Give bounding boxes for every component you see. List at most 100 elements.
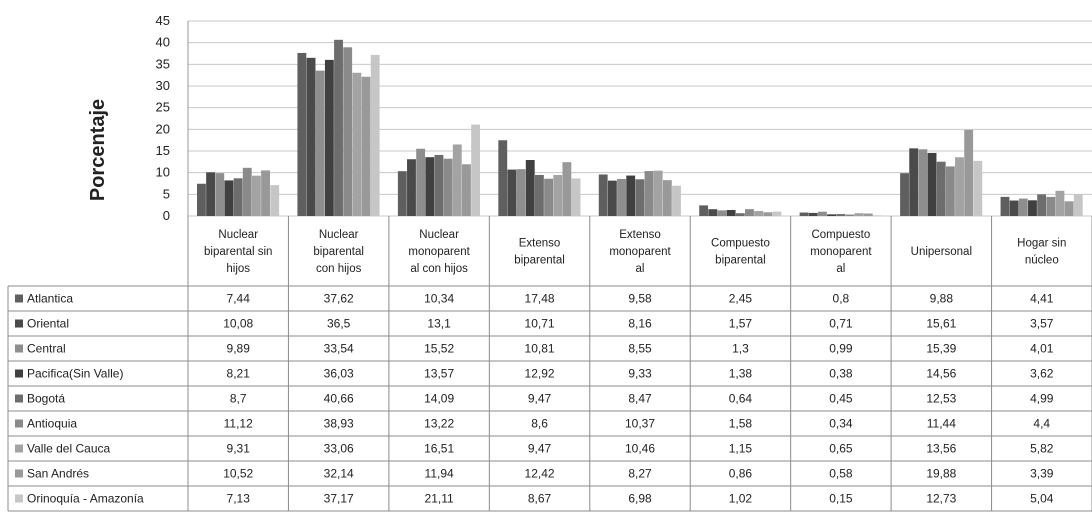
data-value: 8,27	[628, 467, 652, 481]
data-value: 14,56	[926, 367, 956, 381]
bar	[973, 160, 983, 216]
data-value: 15,52	[424, 342, 454, 356]
y-tick-label: 5	[163, 186, 170, 201]
data-value: 9,31	[227, 442, 251, 456]
data-value: 37,17	[324, 492, 354, 506]
data-value: 1,57	[729, 317, 753, 331]
data-value: 8,16	[628, 317, 652, 331]
bar	[607, 180, 617, 216]
bar	[763, 212, 773, 216]
y-tick-label: 40	[156, 35, 170, 50]
x-category-label: Hogar sin núcleo	[1017, 238, 1066, 267]
legend-swatch	[15, 494, 23, 503]
bar	[507, 169, 517, 216]
data-value: 7,44	[227, 292, 251, 306]
bar	[726, 210, 736, 216]
data-value: 32,14	[324, 467, 354, 481]
x-category-label-line: al	[636, 263, 645, 275]
data-value: 0,86	[729, 467, 753, 481]
data-value: 6,98	[628, 492, 652, 506]
data-value: 13,56	[926, 442, 956, 456]
bar	[927, 152, 937, 216]
x-category-label-line: al	[836, 263, 845, 275]
bar	[854, 213, 864, 216]
data-value: 4,4	[1033, 417, 1050, 431]
bar	[1064, 201, 1074, 216]
bar	[662, 180, 672, 216]
y-tick-label: 0	[163, 208, 170, 223]
data-value: 0,58	[829, 467, 853, 481]
bar	[635, 179, 645, 216]
y-tick-label: 30	[156, 78, 170, 93]
data-value: 10,08	[223, 317, 253, 331]
bar	[936, 161, 946, 216]
bar	[644, 171, 654, 216]
bar	[845, 214, 855, 216]
bar	[553, 174, 563, 216]
bar	[425, 157, 435, 216]
bar	[717, 210, 727, 216]
bar	[699, 205, 709, 216]
bar	[334, 39, 343, 217]
y-tick-label: 15	[156, 143, 170, 158]
data-value: 7,13	[227, 492, 251, 506]
legend-swatch	[15, 444, 23, 453]
series-name: Orinoquía - Amazonía	[27, 492, 144, 506]
x-category-label-line: biparental	[514, 255, 565, 267]
data-value: 16,51	[424, 442, 454, 456]
data-value: 10,52	[223, 467, 253, 481]
x-category-label-line: Extenso	[619, 229, 661, 241]
data-value: 10,46	[625, 442, 655, 456]
data-value: 21,11	[425, 492, 454, 506]
bar	[370, 54, 380, 217]
data-value: 9,47	[528, 392, 552, 406]
legend-swatch	[15, 394, 23, 403]
x-category-label-line: núcleo	[1025, 255, 1059, 267]
data-value: 4,41	[1030, 292, 1054, 306]
data-value: 37,62	[324, 292, 354, 306]
y-axis-label: Porcentaje	[87, 99, 109, 201]
data-value: 1,38	[729, 367, 753, 381]
x-category-label-line: biparental sin	[204, 246, 272, 258]
x-category-label-line: Extenso	[519, 238, 561, 250]
bar	[516, 169, 526, 216]
y-tick-label: 20	[156, 121, 170, 136]
x-category-label-line: Nuclear	[319, 229, 359, 241]
data-value: 10,71	[525, 317, 555, 331]
data-value: 8,67	[528, 492, 552, 506]
data-value: 5,82	[1030, 442, 1054, 456]
x-category-label: Nuclear biparental con hijos	[313, 229, 364, 275]
x-category-label-line: hijos	[226, 263, 250, 275]
bar	[626, 175, 636, 216]
series-name: Antioquia	[27, 417, 77, 431]
data-value: 0,15	[829, 492, 853, 506]
data-value: 0,45	[829, 392, 853, 406]
legend-swatch	[15, 294, 23, 303]
bar	[197, 183, 206, 216]
x-category-label: Nuclear monoparent al con hijos	[408, 229, 470, 275]
data-value: 13,57	[424, 367, 454, 381]
bar	[452, 144, 462, 216]
bar	[242, 167, 252, 216]
series-name: Valle del Cauca	[27, 442, 110, 456]
data-value: 17,48	[525, 292, 555, 306]
x-category-label: Unipersonal	[911, 246, 972, 258]
data-value: 1,58	[729, 417, 753, 431]
data-value: 8,6	[531, 417, 548, 431]
data-value: 11,94	[425, 467, 454, 481]
bar	[1000, 196, 1010, 216]
data-value: 12,73	[926, 492, 956, 506]
data-value: 4,99	[1030, 392, 1054, 406]
bar	[416, 148, 426, 216]
bar	[863, 213, 873, 216]
series-name: Oriental	[27, 317, 69, 331]
x-category-label-line: al con hijos	[410, 263, 468, 275]
series-name: Central	[27, 342, 66, 356]
y-tick-label: 45	[156, 13, 170, 28]
data-value: 40,66	[324, 392, 354, 406]
data-value: 9,58	[628, 292, 652, 306]
bar	[315, 70, 325, 216]
data-value: 11,12	[224, 417, 253, 431]
data-value: 36,03	[324, 367, 354, 381]
